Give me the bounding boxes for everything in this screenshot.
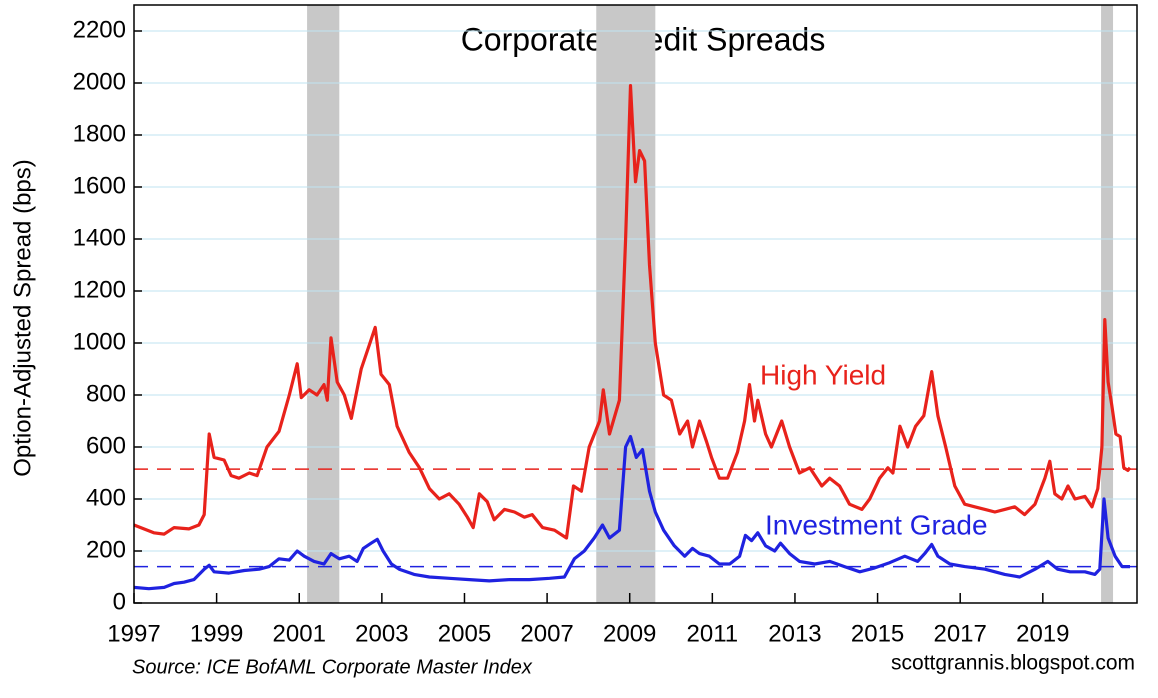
x-tick-label: 2015 [851,620,904,647]
source-note: Source: ICE BofAML Corporate Master Inde… [132,656,533,678]
recession-band [1101,5,1114,603]
x-tick-label: 2001 [273,620,326,647]
x-tick-label: 2017 [933,620,986,647]
y-tick-label: 600 [86,432,126,459]
y-tick-label: 1000 [73,328,126,355]
x-tick-label: 2009 [603,620,656,647]
y-tick-label: 1600 [73,172,126,199]
y-tick-label: 800 [86,380,126,407]
x-tick-label: 1999 [190,620,243,647]
x-tick-label: 2003 [355,620,408,647]
x-tick-label: 1997 [107,620,160,647]
y-tick-label: 2200 [73,16,126,43]
series-line [133,435,1130,591]
y-tick-label: 1800 [73,120,126,147]
recession-band [307,5,340,603]
y-tick-label: 200 [86,536,126,563]
x-tick-label: 2019 [1016,620,1069,647]
recession-band [596,5,656,603]
credit-note: scottgrannis.blogspot.com [891,652,1135,675]
x-tick-label: 2005 [438,620,491,647]
series-annotation: Investment Grade [765,509,988,540]
plot-frame [133,4,1138,604]
y-tick-label: 1200 [73,276,126,303]
x-tick-label: 2007 [520,620,573,647]
x-tick-label: 2013 [768,620,821,647]
series-annotation: High Yield [760,359,886,390]
y-tick-label: 2000 [73,68,126,95]
y-tick-label: 1400 [73,224,126,251]
series-line [133,84,1132,540]
x-tick-label: 2011 [687,620,739,647]
y-tick-label: 400 [86,484,126,511]
y-axis-label: Option-Adjusted Spread (bps) [9,159,36,477]
y-tick-label: 0 [113,588,126,615]
